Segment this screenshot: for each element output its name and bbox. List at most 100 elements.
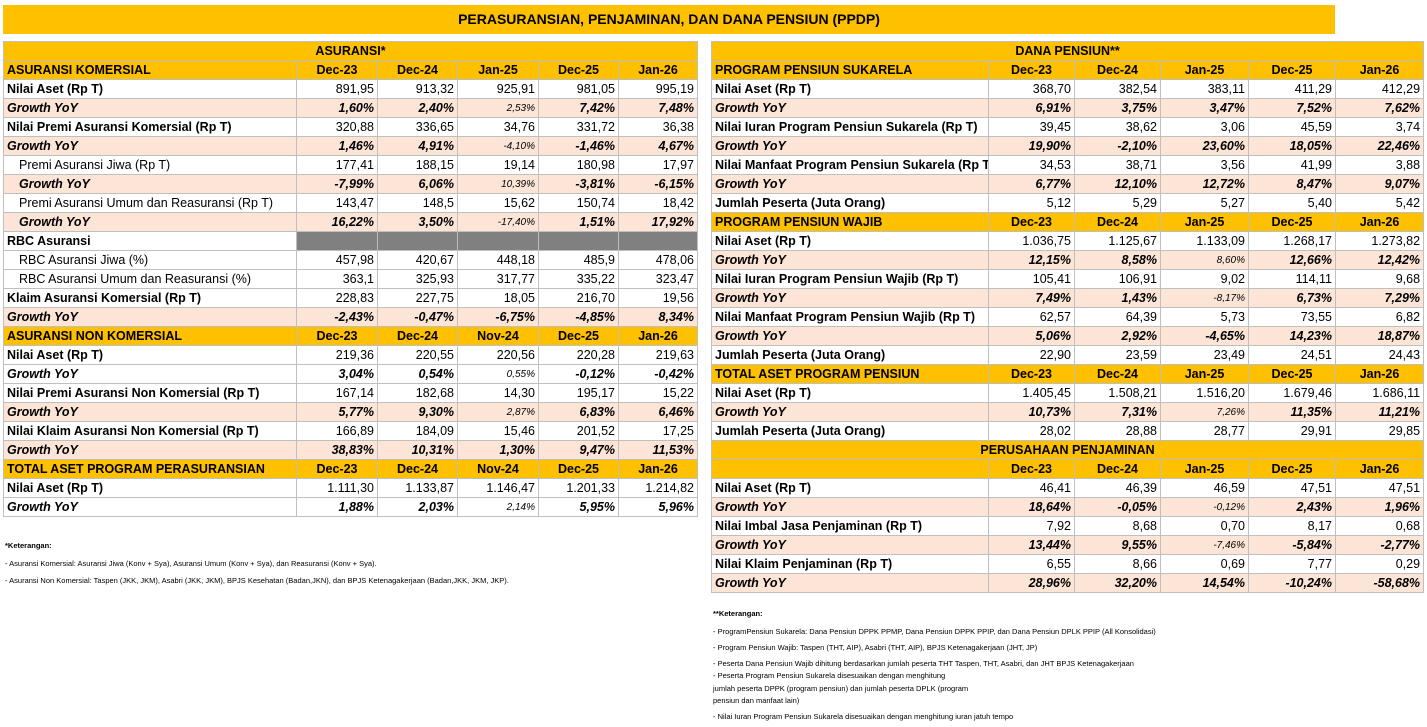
row-label: Nilai Imbal Jasa Penjaminan (Rp T) <box>711 516 989 536</box>
value-cell: -58,68% <box>1334 573 1425 593</box>
section-title-row: DANA PENSIUN** <box>710 41 1425 61</box>
table-row: Growth YoY 3,04% 0,54% 0,55% -0,12% -0,42% <box>3 364 698 384</box>
empty-cell <box>377 231 458 251</box>
table-row: Dec-23 Dec-24 Jan-25 Dec-25 Jan-26 <box>711 459 1425 479</box>
column-header: Dec-24 <box>1074 60 1161 80</box>
value-cell: 925,91 <box>457 79 539 99</box>
row-label: Growth YoY <box>711 497 989 517</box>
value-cell: 10,73% <box>988 402 1075 422</box>
row-label: Premi Asuransi Umum dan Reasuransi (Rp T… <box>3 193 297 213</box>
value-cell: 317,77 <box>457 269 539 289</box>
column-header: Dec-23 <box>296 459 378 479</box>
column-header: Jan-25 <box>457 60 539 80</box>
value-cell: 6,55 <box>988 554 1075 574</box>
row-label: Growth YoY <box>3 440 297 460</box>
row-label: Nilai Aset (Rp T) <box>711 231 989 251</box>
value-cell: 891,95 <box>296 79 378 99</box>
value-cell: 182,68 <box>377 383 458 403</box>
table-row: Nilai Klaim Asuransi Non Komersial (Rp T… <box>3 421 698 441</box>
value-cell: 3,50% <box>377 212 458 232</box>
value-cell: 3,56 <box>1160 155 1249 175</box>
value-cell: 8,47% <box>1248 174 1336 194</box>
value-cell: 9,07% <box>1334 174 1425 194</box>
value-cell: 368,70 <box>988 79 1075 99</box>
table-row: Growth YoY 12,15% 8,58% 8,60% 12,66% 12,42% <box>711 250 1425 270</box>
column-header: Jan-26 <box>1334 364 1425 384</box>
value-cell: -2,10% <box>1074 136 1161 156</box>
value-cell: 1,88% <box>296 497 378 517</box>
row-label: Nilai Aset (Rp T) <box>711 383 989 403</box>
row-label: TOTAL ASET PROGRAM PERASURANSIAN <box>3 459 297 479</box>
value-cell: 106,91 <box>1074 269 1161 289</box>
value-cell: 5,73 <box>1160 307 1249 327</box>
table-row: Nilai Premi Asuransi Non Komersial (Rp T… <box>3 383 698 403</box>
value-cell: 5,42 <box>1334 193 1425 213</box>
value-cell: 18,05 <box>457 288 539 308</box>
row-label: Nilai Manfaat Program Pensiun Sukarela (… <box>711 155 989 175</box>
value-cell: -4,10% <box>457 136 539 156</box>
value-cell: 1.133,87 <box>377 478 458 498</box>
row-label: Jumlah Peserta (Juta Orang) <box>711 345 989 365</box>
value-cell: 1,30% <box>457 440 539 460</box>
value-cell: -4,85% <box>538 307 619 327</box>
value-cell: 2,92% <box>1074 326 1161 346</box>
value-cell: 1.133,09 <box>1160 231 1249 251</box>
value-cell: 73,55 <box>1248 307 1336 327</box>
value-cell: 0,69 <box>1160 554 1249 574</box>
value-cell: 3,75% <box>1074 98 1161 118</box>
column-header: Dec-23 <box>988 459 1075 479</box>
row-label: Growth YoY <box>711 174 989 194</box>
value-cell: 8,68 <box>1074 516 1161 536</box>
row-label: ASURANSI NON KOMERSIAL <box>3 326 297 346</box>
value-cell: 8,58% <box>1074 250 1161 270</box>
row-label: Nilai Aset (Rp T) <box>711 478 989 498</box>
value-cell: 5,12 <box>988 193 1075 213</box>
column-header: Jan-26 <box>1334 212 1425 232</box>
column-header: Jan-25 <box>1160 364 1249 384</box>
column-header: Jan-25 <box>1160 60 1249 80</box>
value-cell: 219,63 <box>618 345 698 365</box>
value-cell: 8,17 <box>1248 516 1336 536</box>
value-cell: 62,57 <box>988 307 1075 327</box>
value-cell: 12,66% <box>1248 250 1336 270</box>
row-label: Growth YoY <box>3 307 297 327</box>
value-cell: 3,47% <box>1160 98 1249 118</box>
value-cell: 1.686,11 <box>1334 383 1425 403</box>
value-cell: 0,70 <box>1160 516 1249 536</box>
value-cell: 46,39 <box>1074 478 1161 498</box>
value-cell: -17,40% <box>457 212 539 232</box>
value-cell: 38,71 <box>1074 155 1161 175</box>
value-cell: 12,10% <box>1074 174 1161 194</box>
value-cell: 9,47% <box>538 440 619 460</box>
value-cell: 1.516,20 <box>1160 383 1249 403</box>
value-cell: 17,92% <box>618 212 698 232</box>
value-cell: 6,73% <box>1248 288 1336 308</box>
table-row: Growth YoY 7,49% 1,43% -8,17% 6,73% 7,29% <box>711 288 1425 308</box>
row-label: Nilai Iuran Program Pensiun Wajib (Rp T) <box>711 269 989 289</box>
column-header: Dec-23 <box>296 326 378 346</box>
table-row: Growth YoY 6,77% 12,10% 12,72% 8,47% 9,07% <box>711 174 1425 194</box>
column-header: Jan-26 <box>618 326 698 346</box>
row-label: Nilai Aset (Rp T) <box>3 345 297 365</box>
note: **Keterangan: <box>713 609 763 618</box>
value-cell: -5,84% <box>1248 535 1336 555</box>
column-header: Dec-25 <box>538 326 619 346</box>
section-title: ASURANSI* <box>3 41 698 61</box>
table-row: Nilai Aset (Rp T) 891,95 913,32 925,91 981,0… <box>3 79 698 99</box>
value-cell: 24,51 <box>1248 345 1336 365</box>
value-cell: 7,26% <box>1160 402 1249 422</box>
value-cell: 6,91% <box>988 98 1075 118</box>
value-cell: 166,89 <box>296 421 378 441</box>
value-cell: 913,32 <box>377 79 458 99</box>
value-cell: 5,96% <box>618 497 698 517</box>
value-cell: 1,43% <box>1074 288 1161 308</box>
table-row: Premi Asuransi Jiwa (Rp T) 177,41 188,15 19… <box>3 155 698 175</box>
value-cell: 1.111,30 <box>296 478 378 498</box>
value-cell: 105,41 <box>988 269 1075 289</box>
value-cell: 201,52 <box>538 421 619 441</box>
table-row: Nilai Aset (Rp T) 1.405,45 1.508,21 1.516,2… <box>711 383 1425 403</box>
value-cell: 18,64% <box>988 497 1075 517</box>
table-row: Nilai Iuran Program Pensiun Sukarela (Rp… <box>711 117 1425 137</box>
value-cell: 15,22 <box>618 383 698 403</box>
value-cell: -0,05% <box>1074 497 1161 517</box>
